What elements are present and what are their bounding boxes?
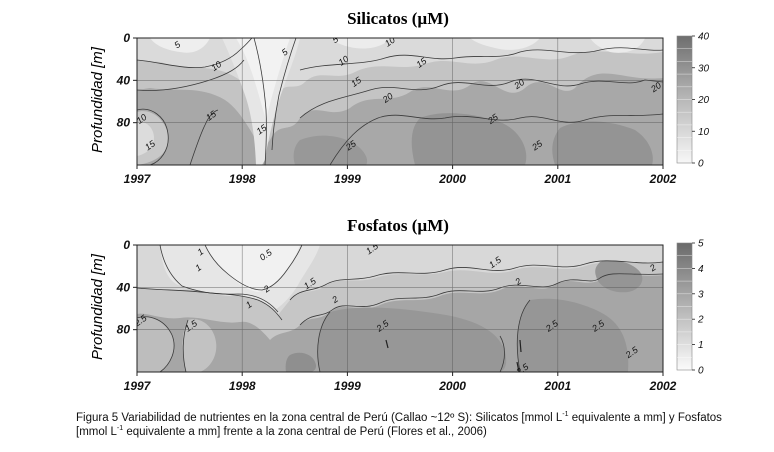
fos-colorbar-tick-label: 1 [698, 340, 704, 351]
fos-colorbar-tick-label: 3 [698, 289, 704, 300]
fos-colorbar-tick-label: 0 [698, 366, 704, 377]
fosfatos-panel: Fosfatos (µM) Profundidad [m] [89, 216, 704, 393]
sil-contour-label: 10 [337, 54, 351, 68]
fos-contour-label: 1 [244, 299, 254, 310]
sil-x-tick-label: 2001 [543, 172, 571, 186]
sil-contour-label: 10 [209, 59, 223, 73]
sil-contour-label: 5 [172, 39, 183, 51]
fos-contour-label: 2 [512, 276, 523, 288]
fos-contour-label: 2 [329, 294, 340, 306]
sil-colorbar-tick-label: 40 [698, 32, 710, 43]
fosfatos-ylabel: Profundidad [m] [89, 253, 106, 360]
fos-contour-label: 1 [193, 262, 203, 273]
fos-y-tick-label: 80 [117, 323, 131, 337]
sil-contour-label: 5 [330, 33, 341, 45]
fos-contour-label: 1.5 [364, 240, 381, 256]
fos-x-tick-label: 1999 [334, 379, 361, 393]
sil-x-tick-label: 2000 [438, 172, 466, 186]
figure-caption: Figura 5 Variabilidad de nutrientes en l… [76, 411, 766, 439]
sil-y-tick-label: 80 [117, 116, 131, 130]
sil-colorbar-tick-label: 10 [698, 127, 710, 138]
sil-contour-label: 10 [383, 35, 397, 49]
fos-y-tick-label: 0 [123, 238, 130, 252]
sil-x-tick-label: 1998 [229, 172, 256, 186]
fos-x-tick-label: 2002 [649, 379, 677, 393]
silicatos-title: Silicatos (µM) [347, 9, 449, 28]
sil-colorbar-tick-label: 0 [698, 159, 704, 170]
silicatos-grid [137, 38, 663, 165]
caption-line1-b: equivalente a mm] y Fosfatos [568, 412, 722, 424]
sil-y-tick-label: 0 [123, 31, 130, 45]
caption-line1-sup: -1 [562, 411, 569, 419]
fos-colorbar-tick-label: 5 [698, 239, 704, 250]
sil-contour-label: 5 [280, 46, 291, 58]
caption-line2-a: [mmol L [76, 426, 117, 438]
sil-contour-label: 10 [135, 112, 149, 126]
sil-y-tick-label: 40 [116, 73, 131, 87]
sil-x-tick-label: 1997 [124, 172, 152, 186]
fos-contour-label: 2.5 [514, 361, 532, 378]
silicatos-ylabel: Profundidad [m] [89, 46, 106, 153]
fosfatos-x-ticks: 1997 1998 1999 2000 2001 2002 [124, 372, 677, 393]
silicatos-y-ticks: 0 40 80 [116, 31, 137, 130]
fos-contour-label: 2 [647, 262, 658, 274]
silicatos-colorbar: 0 10 20 30 40 [676, 32, 710, 170]
fosfatos-grid [137, 245, 663, 372]
fos-x-tick-label: 2001 [543, 379, 571, 393]
sil-x-tick-label: 1999 [334, 172, 361, 186]
fos-contour-label: 1 [196, 246, 206, 257]
fosfatos-y-ticks: 0 40 80 [116, 238, 137, 337]
sil-colorbar-tick-label: 20 [697, 95, 710, 106]
fos-colorbar-tick-label: 2 [697, 315, 704, 326]
fos-y-tick-label: 40 [116, 280, 131, 294]
silicatos-panel: Silicatos (µM) Profundidad [m] [89, 9, 710, 186]
sil-x-tick-label: 2002 [649, 172, 677, 186]
fos-x-tick-label: 2000 [438, 379, 466, 393]
silicatos-x-ticks: 1997 1998 1999 2000 2001 2002 [124, 165, 677, 186]
caption-line1-a: Figura 5 Variabilidad de nutrientes en l… [76, 412, 563, 424]
fos-x-tick-label: 1998 [229, 379, 256, 393]
silicatos-plot-frame [136, 37, 664, 166]
fosfatos-title: Fosfatos (µM) [347, 216, 449, 235]
fos-contour-label: 2 [261, 283, 272, 295]
fosfatos-colorbar: 0 1 2 3 4 5 [676, 239, 704, 377]
fos-x-tick-label: 1997 [124, 379, 152, 393]
sil-colorbar-tick-label: 30 [698, 63, 710, 74]
caption-line2-sup: -1 [116, 425, 124, 433]
fosfatos-plot-frame [136, 244, 664, 373]
fos-colorbar-tick-label: 4 [698, 264, 704, 275]
caption-line2-b: equivalente a mm] frente a la zona centr… [123, 426, 487, 438]
